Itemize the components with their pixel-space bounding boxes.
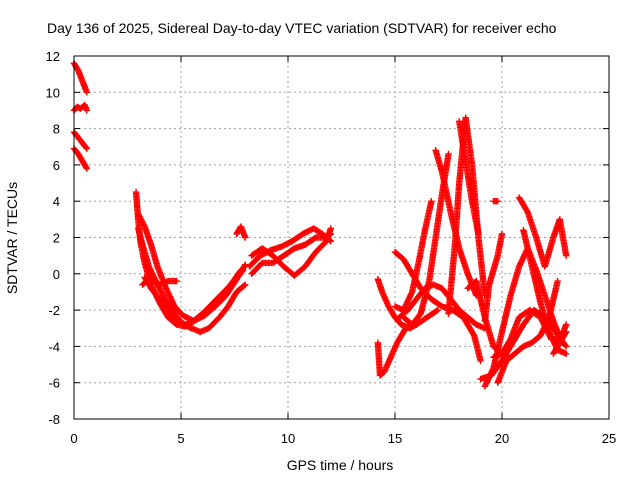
data-point bbox=[503, 353, 511, 360]
x-tick-label: 0 bbox=[70, 431, 77, 446]
data-point bbox=[173, 277, 180, 285]
data-point bbox=[445, 150, 452, 158]
x-tick-label: 20 bbox=[495, 431, 509, 446]
data-point bbox=[83, 145, 91, 152]
y-axis-label: SDTVAR / TECUs bbox=[4, 182, 20, 294]
x-axis-label: GPS time / hours bbox=[287, 457, 394, 473]
data-point bbox=[242, 281, 249, 288]
series-track-15 bbox=[374, 306, 441, 379]
data-point bbox=[563, 343, 570, 350]
data-point bbox=[327, 225, 334, 232]
series-track-17 bbox=[396, 281, 489, 332]
series-track-25 bbox=[481, 245, 566, 390]
y-tick-label: 12 bbox=[46, 49, 60, 64]
chart-title: Day 136 of 2025, Sidereal Day-to-day VTE… bbox=[47, 20, 557, 36]
data-point bbox=[242, 234, 249, 241]
data-point bbox=[563, 321, 570, 328]
series-track-18 bbox=[391, 198, 435, 314]
series-track-30 bbox=[550, 321, 570, 357]
data-point bbox=[83, 107, 91, 114]
x-tick-label: 10 bbox=[281, 431, 295, 446]
data-point bbox=[82, 144, 90, 151]
y-tick-label: 6 bbox=[53, 158, 60, 173]
data-point bbox=[428, 198, 435, 205]
y-tick-label: 8 bbox=[53, 122, 60, 137]
data-point bbox=[563, 252, 570, 259]
series-track-09 bbox=[139, 274, 180, 288]
x-tick-label: 5 bbox=[177, 431, 184, 446]
series-track-29 bbox=[494, 277, 561, 386]
data-point bbox=[82, 164, 90, 171]
series-track-22 bbox=[456, 118, 482, 238]
data-point bbox=[239, 266, 247, 274]
data-point bbox=[242, 261, 249, 268]
series-track-32 bbox=[490, 198, 501, 205]
series-track-03 bbox=[70, 129, 91, 152]
x-tick-label: 15 bbox=[388, 431, 402, 446]
data-point bbox=[238, 268, 246, 275]
y-tick-label: 0 bbox=[53, 267, 60, 282]
x-tick-labels: 0 5 10 15 20 25 bbox=[70, 431, 616, 446]
y-tick-label: 4 bbox=[53, 194, 60, 209]
y-tick-labels: -8 -6 -4 -2 0 2 4 6 8 10 12 bbox=[46, 49, 60, 427]
series-track-26 bbox=[515, 194, 570, 270]
data-point bbox=[477, 357, 484, 365]
y-tick-label: 10 bbox=[46, 85, 60, 100]
data-point bbox=[434, 306, 441, 314]
data-point bbox=[240, 282, 248, 289]
data-point bbox=[83, 165, 91, 172]
y-tick-label: -6 bbox=[48, 376, 60, 391]
data-point bbox=[83, 89, 91, 96]
data-point bbox=[562, 341, 569, 349]
x-tick-label: 25 bbox=[602, 431, 616, 446]
series-track-31 bbox=[464, 277, 512, 361]
series-track-10 bbox=[233, 223, 249, 241]
data-point bbox=[554, 277, 561, 285]
axis-ticks bbox=[73, 55, 610, 420]
data-points bbox=[70, 60, 570, 390]
data-point bbox=[475, 230, 482, 238]
y-tick-label: -8 bbox=[48, 412, 60, 427]
data-point bbox=[505, 354, 512, 361]
y-tick-label: -4 bbox=[48, 339, 60, 354]
y-tick-label: 2 bbox=[53, 231, 60, 246]
series-track-01 bbox=[70, 60, 91, 96]
data-point bbox=[563, 350, 570, 357]
y-tick-label: -2 bbox=[48, 303, 60, 318]
data-point bbox=[433, 307, 440, 315]
data-point bbox=[494, 198, 501, 205]
series-track-13 bbox=[248, 225, 334, 279]
data-point bbox=[498, 230, 506, 238]
